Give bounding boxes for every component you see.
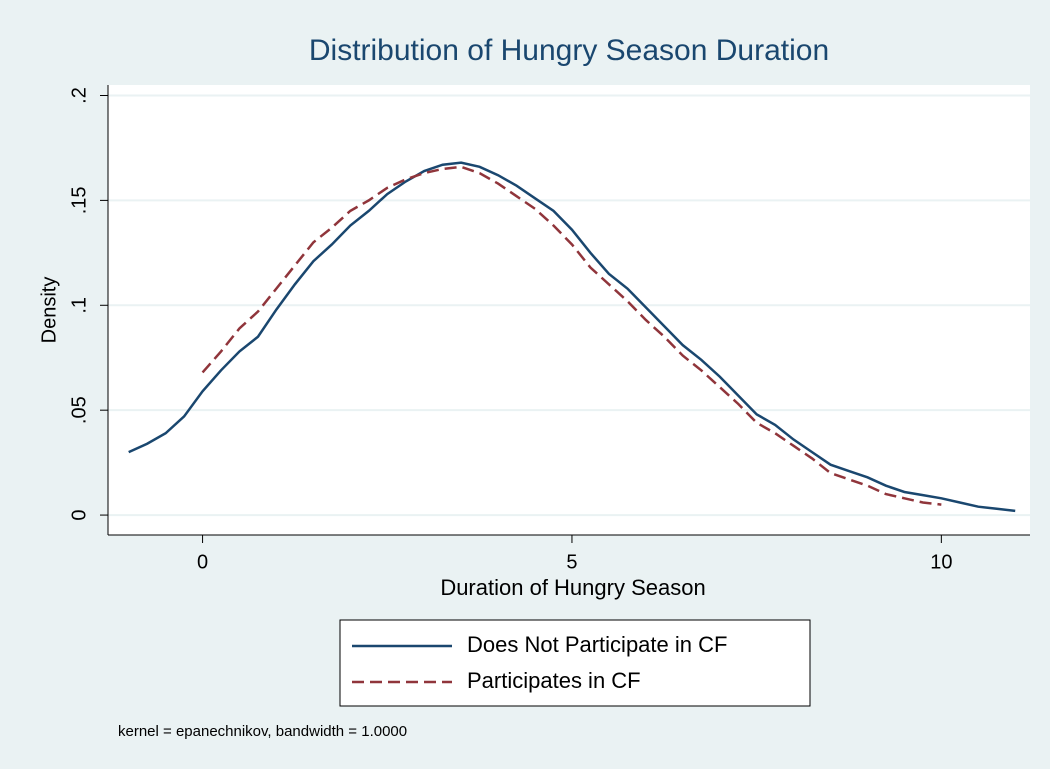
note: kernel = epanechnikov, bandwidth = 1.000… <box>118 723 407 740</box>
y-tick-label: .2 <box>68 87 90 104</box>
legend-box <box>339 619 811 707</box>
x-tick-label: 0 <box>197 551 208 573</box>
series-line <box>201 165 942 506</box>
y-tick-label: .1 <box>68 297 90 314</box>
legend-label: Participates in CF <box>467 668 641 693</box>
legend-label: Does Not Participate in CF <box>467 632 727 657</box>
y-tick-label: 0 <box>68 510 90 521</box>
y-tick-label: .05 <box>68 396 90 424</box>
x-axis-label: Duration of Hungry Season <box>440 575 705 600</box>
plot-area <box>108 85 1030 535</box>
y-axis-label: Density <box>38 277 60 344</box>
chart-title: Distribution of Hungry Season Duration <box>309 34 829 67</box>
series-line <box>128 161 1016 513</box>
y-tick-label: .15 <box>68 186 90 214</box>
x-tick-label: 5 <box>566 551 577 573</box>
x-tick-label: 10 <box>930 551 952 573</box>
